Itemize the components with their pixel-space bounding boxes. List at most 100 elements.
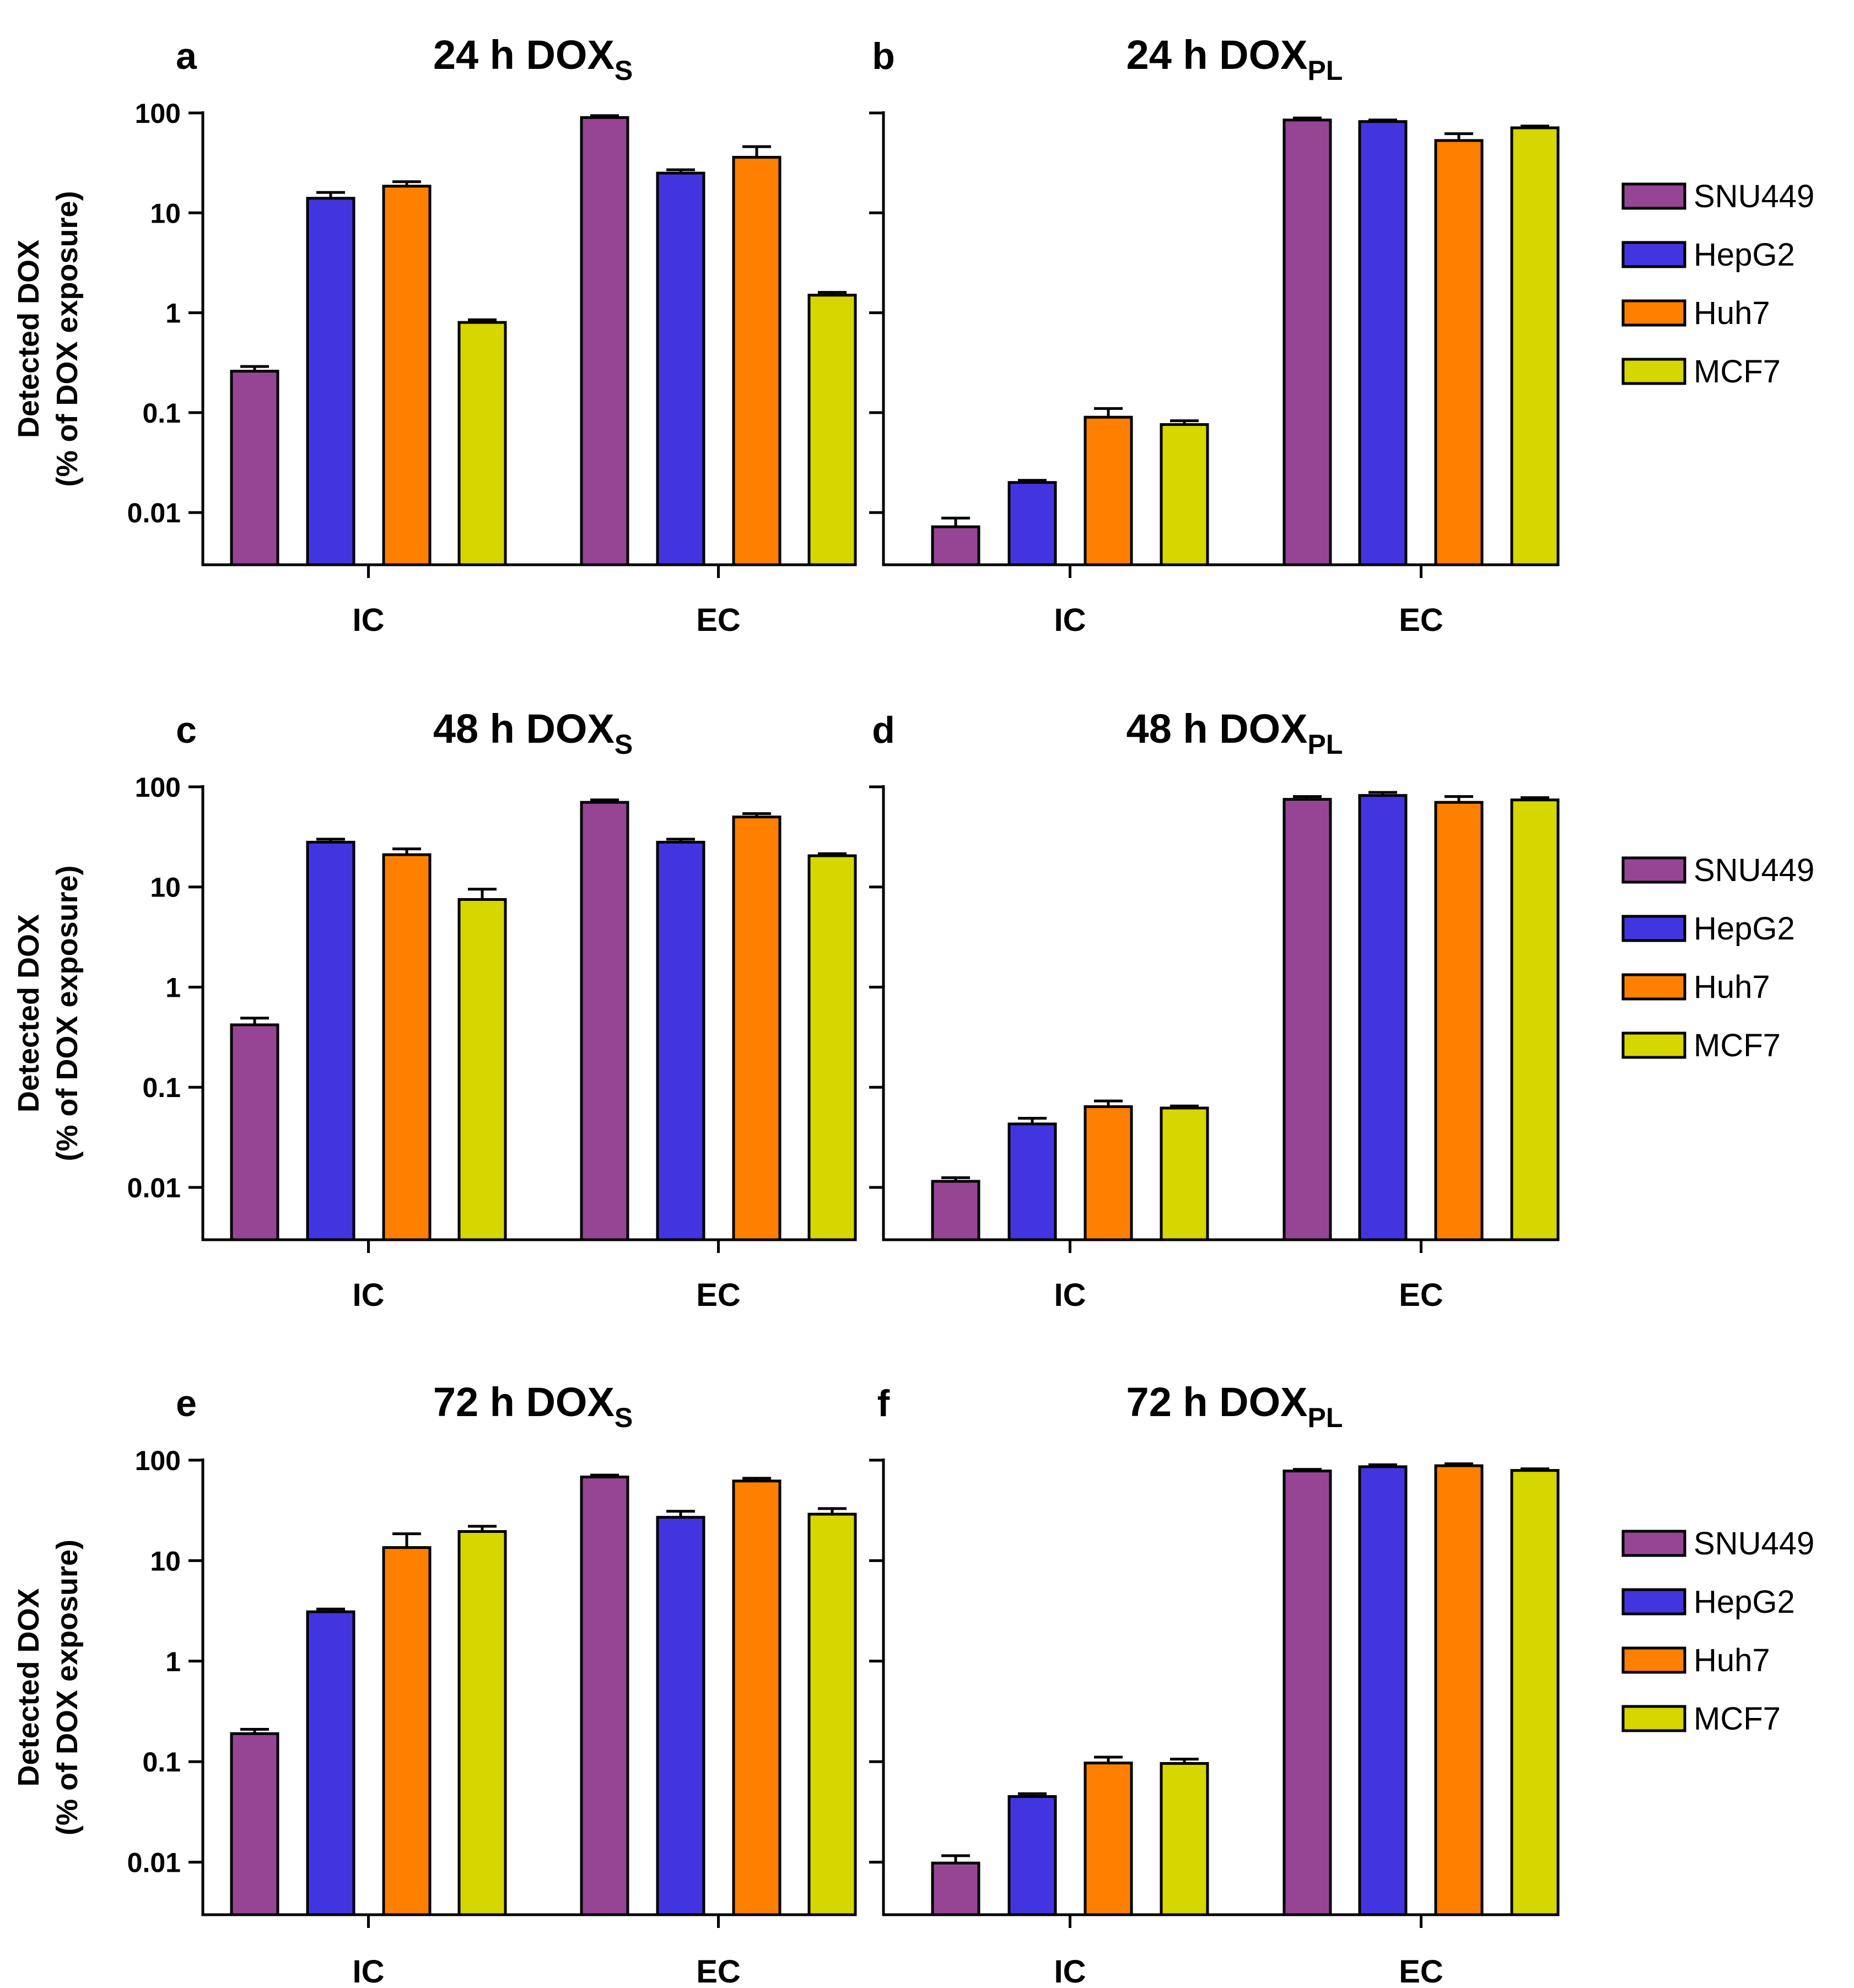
panel-letter: a [176, 35, 197, 77]
bar-hepg2-ic [1007, 1795, 1057, 1916]
legend-swatch-snu449 [1621, 1530, 1686, 1557]
panel-title: 72 h DOXPL [1127, 1379, 1343, 1433]
panel-title-main: 48 h DOX [1127, 706, 1308, 752]
panel-letter: b [872, 35, 895, 77]
bar-hepg2-ec [656, 840, 705, 1241]
bar-hepg2-ec [1358, 794, 1408, 1241]
bar-hepg2-ic [306, 840, 355, 1241]
panel-title: 24 h DOXPL [1127, 32, 1343, 86]
y-axis-label-line1: Detected DOX [12, 914, 45, 1112]
legend-swatch-snu449 [1621, 856, 1686, 884]
bar-snu449-ic [931, 1861, 980, 1916]
legend-label-snu449: SNU449 [1694, 852, 1814, 888]
panel-title: 48 h DOXS [433, 706, 633, 760]
legend-swatch-huh7 [1621, 1646, 1686, 1674]
panel-c: 0.01 0.1 1 10 100 IC EC c 48 h DOXS Detected DOX(… [12, 706, 857, 1313]
panel-title-subscript: PL [1308, 55, 1343, 86]
bar-mcf7-ec [807, 1512, 857, 1916]
category-label: IC [1054, 1954, 1086, 1988]
legend-row-3: SNU449 HepG2 Huh7 MCF7 [1621, 1526, 1814, 1737]
y-axis-label-line2: (% of DOX exposure) [51, 1539, 84, 1835]
y-tick-label: 10 [150, 198, 181, 229]
y-tick-label: 0.01 [127, 498, 181, 528]
bar-huh7-ic [1084, 1105, 1133, 1241]
panel-b: IC EC b 24 h DOXPL [869, 32, 1560, 638]
bar-mcf7-ic [1160, 1106, 1209, 1241]
panel-title-main: 48 h DOX [433, 706, 615, 752]
category-label: IC [1054, 602, 1086, 638]
y-axis-label-line1: Detected DOX [12, 240, 45, 438]
bar-mcf7-ic [457, 898, 507, 1241]
y-tick-label: 1 [165, 1646, 181, 1677]
panel-f: IC EC f 72 h DOXPL [869, 1379, 1560, 1988]
category-label: IC [353, 1277, 385, 1313]
legend-swatch-mcf7 [1621, 1705, 1686, 1732]
legend-swatch-huh7 [1621, 973, 1686, 1001]
bar-huh7-ec [732, 815, 782, 1241]
panel-title: 24 h DOXS [433, 32, 633, 86]
bar-snu449-ec [1282, 798, 1332, 1241]
legend-label-mcf7: MCF7 [1694, 1028, 1781, 1063]
bar-snu449-ec [580, 116, 629, 566]
panel-title-main: 72 h DOX [433, 1379, 615, 1425]
legend-swatch-hepg2 [1621, 241, 1686, 268]
legend-swatch-hepg2 [1621, 915, 1686, 942]
bar-hepg2-ic [306, 197, 355, 566]
bar-hepg2-ec [656, 171, 705, 566]
panel-title-subscript: S [615, 729, 633, 760]
bar-snu449-ic [931, 1180, 980, 1241]
bar-hepg2-ec [1358, 120, 1408, 566]
y-tick-label: 10 [150, 1546, 181, 1576]
category-label: EC [696, 1277, 741, 1313]
panel-title-main: 72 h DOX [1127, 1379, 1308, 1425]
panel-d: IC EC d 48 h DOXPL [869, 706, 1560, 1313]
legend-swatch-snu449 [1621, 182, 1686, 210]
panel-letter: e [176, 1382, 197, 1424]
y-tick-label: 100 [135, 98, 181, 129]
bar-hepg2-ec [1358, 1465, 1408, 1916]
category-label: EC [1399, 602, 1443, 638]
legend-label-mcf7: MCF7 [1694, 1701, 1781, 1737]
legend-swatch-huh7 [1621, 299, 1686, 327]
panel-a: 0.01 0.1 1 10 100 IC EC a 24 h DOXS Detected DOX(… [12, 32, 857, 638]
bar-hepg2-ec [656, 1516, 705, 1916]
y-tick-label: 100 [135, 772, 181, 803]
bar-hepg2-ic [306, 1610, 355, 1916]
legend-label-snu449: SNU449 [1694, 179, 1814, 214]
bar-mcf7-ec [1510, 1469, 1560, 1916]
panel-letter: c [176, 709, 197, 751]
legend-swatch-hepg2 [1621, 1588, 1686, 1616]
panel-e: 0.01 0.1 1 10 100 IC EC e 72 h DOXS Detected DOX(… [12, 1379, 857, 1988]
legend-row-1: SNU449 HepG2 Huh7 MCF7 [1621, 179, 1814, 390]
category-label: EC [1399, 1277, 1443, 1313]
panel-title: 72 h DOXS [433, 1379, 633, 1433]
y-tick-label: 0.1 [142, 1072, 181, 1103]
bar-snu449-ec [580, 1476, 629, 1916]
bar-huh7-ec [1434, 139, 1484, 566]
y-tick-label: 1 [165, 298, 181, 329]
bar-snu449-ic [230, 1023, 279, 1241]
panel-title-subscript: S [615, 1402, 633, 1433]
y-tick-label: 0.1 [142, 398, 181, 429]
bar-snu449-ic [230, 1732, 279, 1916]
panel-title-main: 24 h DOX [1127, 32, 1308, 78]
bar-hepg2-ic [1007, 481, 1057, 566]
bar-mcf7-ec [1510, 126, 1560, 566]
bar-huh7-ic [1084, 1762, 1133, 1916]
panel-letter: d [872, 709, 895, 751]
bar-snu449-ec [1282, 118, 1332, 566]
legend-label-hepg2: HepG2 [1694, 911, 1795, 947]
bar-mcf7-ic [457, 1530, 507, 1916]
legend-label-mcf7: MCF7 [1694, 354, 1781, 390]
bar-huh7-ic [382, 1546, 432, 1916]
bar-huh7-ic [382, 853, 432, 1241]
y-tick-label: 0.01 [127, 1847, 181, 1878]
bar-huh7-ec [732, 155, 782, 566]
legend-swatch-mcf7 [1621, 1031, 1686, 1059]
legend-label-huh7: Huh7 [1694, 969, 1770, 1005]
bar-mcf7-ec [1510, 798, 1560, 1241]
panel-letter: f [877, 1382, 890, 1424]
legend-label-huh7: Huh7 [1694, 1643, 1770, 1678]
category-label: EC [696, 1954, 741, 1988]
